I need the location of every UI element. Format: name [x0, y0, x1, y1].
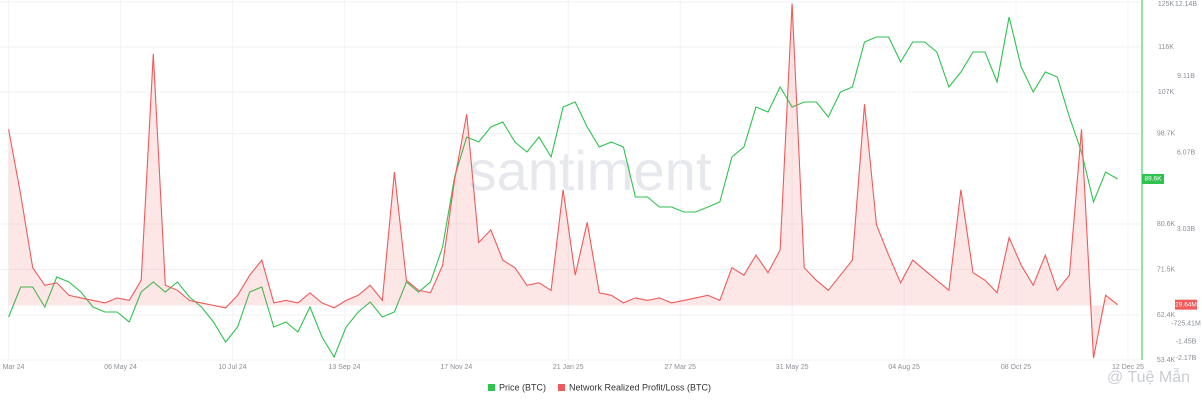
y-tick-label: 125K [1158, 1, 1175, 8]
x-tick-label: 17 Nov 24 [440, 364, 472, 371]
x-tick-label: 10 Jul 24 [218, 364, 247, 371]
y2-tick-label: 3.03B [1177, 226, 1196, 233]
y2-tick-label: 12.14B [1175, 1, 1198, 8]
legend-label: Price (BTC) [499, 382, 546, 392]
x-tick-label: 13 Sep 24 [328, 364, 360, 371]
current-value-box [1142, 174, 1164, 184]
x-tick-label: 31 May 25 [776, 364, 809, 371]
y2-tick-label: -2.17B [1176, 355, 1197, 362]
y2-tick-label: -1.45B [1176, 339, 1197, 346]
x-tick-label: 21 Jan 25 [553, 364, 584, 371]
y-tick-label: 53.4K [1157, 357, 1176, 364]
y2-tick-label: 9.11B [1177, 73, 1195, 80]
y-tick-label: 62.4K [1157, 312, 1176, 319]
legend-swatch [488, 384, 495, 391]
current-value-label: 89.6K [1145, 176, 1163, 183]
current-value-label: 29.64M [1175, 301, 1197, 308]
y-tick-label: 98.7K [1157, 130, 1176, 137]
x-tick-label: 06 May 24 [104, 364, 137, 371]
legend-swatch [558, 384, 565, 391]
y-tick-label: 107K [1158, 89, 1175, 96]
x-tick-label: 12 Dec 25 [1112, 364, 1144, 371]
area [8, 3, 1118, 359]
legend-label: Network Realized Profit/Loss (BTC) [569, 382, 711, 392]
y2-tick-label: 6.07B [1177, 150, 1196, 157]
credit: @ Tuệ Mẫn [1107, 367, 1190, 386]
x-tick-label: 02 Mar 24 [0, 364, 24, 371]
y-tick-label: 116K [1158, 44, 1174, 51]
y-tick-label: 80.6K [1157, 221, 1176, 228]
series-line [8, 3, 1118, 359]
watermark: santiment [469, 139, 712, 202]
x-tick-label: 04 Aug 25 [888, 364, 920, 371]
y-tick-label: 71.5K [1157, 266, 1176, 273]
y2-tick-label: -725.41M [1171, 321, 1201, 328]
x-tick-label: 27 Mar 25 [664, 364, 696, 371]
series-line [8, 16, 1118, 359]
x-tick-label: 08 Oct 25 [1001, 364, 1031, 371]
current-value-box [1175, 299, 1197, 310]
